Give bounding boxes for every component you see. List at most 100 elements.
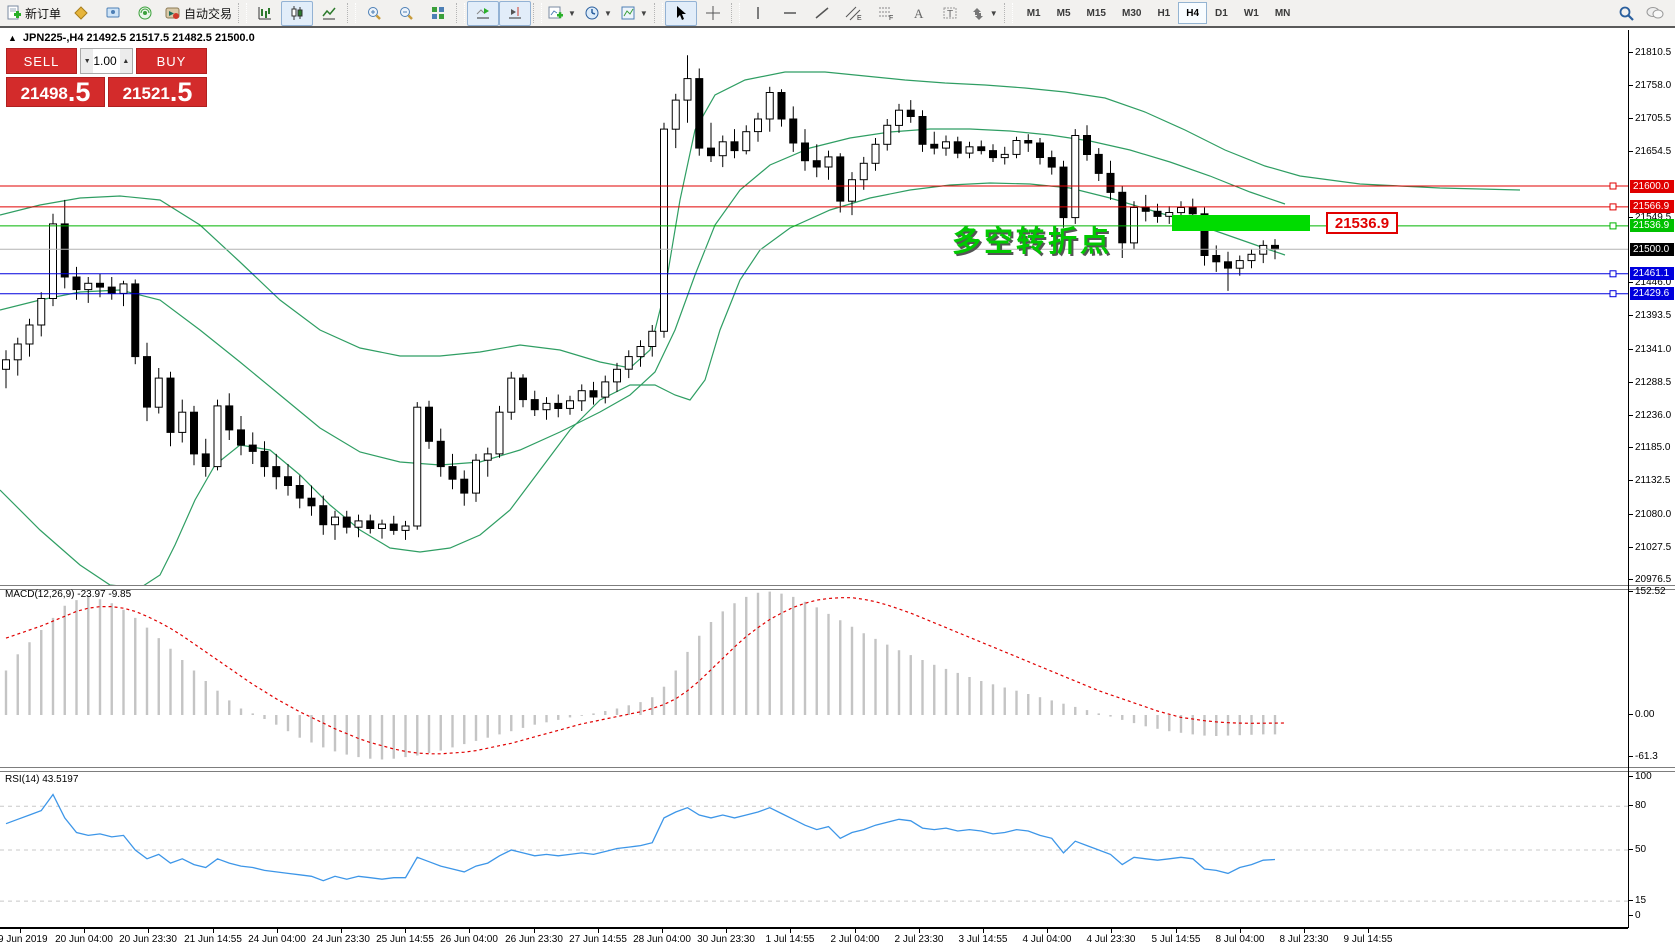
vertical-line-button[interactable] bbox=[742, 1, 774, 26]
toolbar-grip bbox=[653, 3, 663, 23]
zoom-out-button[interactable] bbox=[390, 1, 422, 26]
rsi-pane-canvas[interactable] bbox=[0, 772, 1628, 927]
candle bbox=[695, 78, 704, 149]
candle bbox=[671, 99, 680, 130]
candle bbox=[1141, 207, 1150, 212]
auto-scroll-button[interactable] bbox=[467, 0, 500, 26]
highlight-rectangle-object[interactable] bbox=[1172, 215, 1310, 231]
price-tick: 21236.0 bbox=[1629, 410, 1671, 421]
horizontal-line-button[interactable] bbox=[774, 1, 806, 26]
candle bbox=[730, 141, 739, 152]
chat-button[interactable] bbox=[1645, 5, 1665, 21]
candle bbox=[460, 478, 469, 494]
time-tick bbox=[341, 929, 342, 933]
candle bbox=[801, 142, 809, 162]
candle bbox=[542, 402, 551, 411]
volume-increase-button[interactable]: ▲ bbox=[119, 49, 132, 73]
svg-text:F: F bbox=[889, 15, 893, 21]
candle bbox=[1271, 244, 1279, 250]
signal-button[interactable] bbox=[129, 1, 161, 26]
collapse-panel-icon[interactable]: ▲ bbox=[8, 33, 17, 43]
timeframe-h4[interactable]: H4 bbox=[1178, 2, 1208, 24]
indicators-button[interactable]: ▼ bbox=[544, 1, 580, 26]
buy-price[interactable]: 21521 .5 bbox=[108, 77, 207, 107]
candle bbox=[389, 523, 398, 531]
pane-separator[interactable] bbox=[0, 585, 1675, 590]
periods-button[interactable]: ▼ bbox=[580, 1, 616, 26]
sell-price[interactable]: 21498 .5 bbox=[6, 77, 105, 107]
candle bbox=[906, 109, 915, 117]
candle bbox=[96, 282, 104, 288]
fibonacci-button[interactable]: F bbox=[870, 1, 902, 26]
tile-windows-button[interactable] bbox=[422, 1, 454, 26]
crosshair-button[interactable] bbox=[697, 1, 729, 26]
arrows-button[interactable]: ▼ bbox=[966, 1, 1002, 26]
toolbar-grip bbox=[238, 3, 248, 23]
price-axis[interactable]: 21810.5 21758.0 21705.5 21654.5 21549.5 21446… bbox=[1629, 30, 1675, 928]
candle bbox=[307, 497, 316, 507]
candle bbox=[1047, 157, 1056, 168]
templates-button[interactable]: ▼ bbox=[616, 1, 652, 26]
text-icon: A bbox=[910, 5, 926, 21]
candle bbox=[648, 330, 657, 347]
candle bbox=[190, 411, 198, 455]
cursor-button[interactable] bbox=[664, 0, 697, 26]
candle bbox=[953, 141, 962, 154]
timeframe-m30[interactable]: M30 bbox=[1121, 7, 1142, 19]
candle bbox=[119, 283, 128, 294]
time-tick bbox=[790, 929, 791, 933]
new-order-icon bbox=[6, 5, 22, 21]
volume-value[interactable]: 1.00 bbox=[93, 54, 117, 68]
text-label-button[interactable]: T bbox=[934, 1, 966, 26]
chevron-down-icon: ▼ bbox=[989, 8, 998, 18]
candlestick-chart-icon bbox=[289, 5, 305, 21]
toolbar-grip bbox=[456, 3, 466, 23]
buy-button[interactable]: BUY bbox=[136, 48, 207, 74]
bollinger-lower-band bbox=[0, 182, 1286, 586]
sell-button[interactable]: SELL bbox=[6, 48, 77, 74]
text-button[interactable]: A bbox=[902, 1, 934, 26]
candle bbox=[624, 356, 633, 370]
autotrading-button[interactable]: 自动交易 bbox=[161, 1, 236, 26]
candle bbox=[1059, 166, 1068, 219]
price-tag-label[interactable]: 21536.9 bbox=[1326, 212, 1398, 234]
eraser-button[interactable] bbox=[65, 1, 97, 26]
candle bbox=[284, 476, 292, 487]
candle bbox=[613, 368, 621, 383]
turning-point-annotation[interactable]: 多空转折点 bbox=[952, 226, 1113, 258]
timeframe-mn[interactable]: MN bbox=[1274, 7, 1291, 19]
candle bbox=[448, 466, 457, 480]
search-button[interactable] bbox=[1618, 5, 1635, 22]
candle bbox=[707, 147, 715, 157]
timeframe-m5[interactable]: M5 bbox=[1056, 7, 1071, 19]
time-label: 21 Jun 14:55 bbox=[184, 934, 242, 945]
candle bbox=[378, 523, 386, 530]
timeframe-d1[interactable]: D1 bbox=[1215, 7, 1228, 19]
main-chart-canvas[interactable] bbox=[0, 30, 1628, 586]
macd-axis-label: 152.52 bbox=[1629, 586, 1666, 597]
candle bbox=[331, 516, 339, 526]
line-chart-button[interactable] bbox=[313, 1, 345, 26]
timeframe-h1[interactable]: H1 bbox=[1157, 7, 1171, 19]
volume-decrease-button[interactable]: ▼ bbox=[81, 49, 94, 73]
profiles-button[interactable] bbox=[97, 1, 129, 26]
periods-icon bbox=[584, 5, 600, 21]
equidistant-channel-button[interactable]: E bbox=[838, 1, 870, 26]
pane-separator[interactable] bbox=[0, 767, 1675, 772]
trendline-button[interactable] bbox=[806, 1, 838, 26]
new-order-button[interactable]: 新订单 bbox=[2, 1, 65, 26]
candlestick-chart-button[interactable] bbox=[281, 0, 314, 26]
zoom-in-button[interactable] bbox=[358, 1, 390, 26]
candle bbox=[1118, 191, 1127, 244]
candle bbox=[977, 146, 986, 152]
timeframe-m15[interactable]: M15 bbox=[1086, 7, 1106, 19]
macd-pane-canvas[interactable] bbox=[0, 590, 1628, 767]
timeframe-w1[interactable]: W1 bbox=[1243, 7, 1259, 19]
price-line-label: 21461.1 bbox=[1630, 267, 1674, 280]
candle bbox=[472, 459, 480, 494]
chart-shift-button[interactable] bbox=[499, 0, 532, 26]
candle bbox=[918, 116, 927, 145]
timeframe-m1[interactable]: M1 bbox=[1026, 7, 1041, 19]
bar-chart-button[interactable] bbox=[249, 1, 281, 26]
time-axis[interactable]: 19 Jun 2019 20 Jun 04:00 20 Jun 23:30 21 Ju… bbox=[0, 929, 1628, 950]
